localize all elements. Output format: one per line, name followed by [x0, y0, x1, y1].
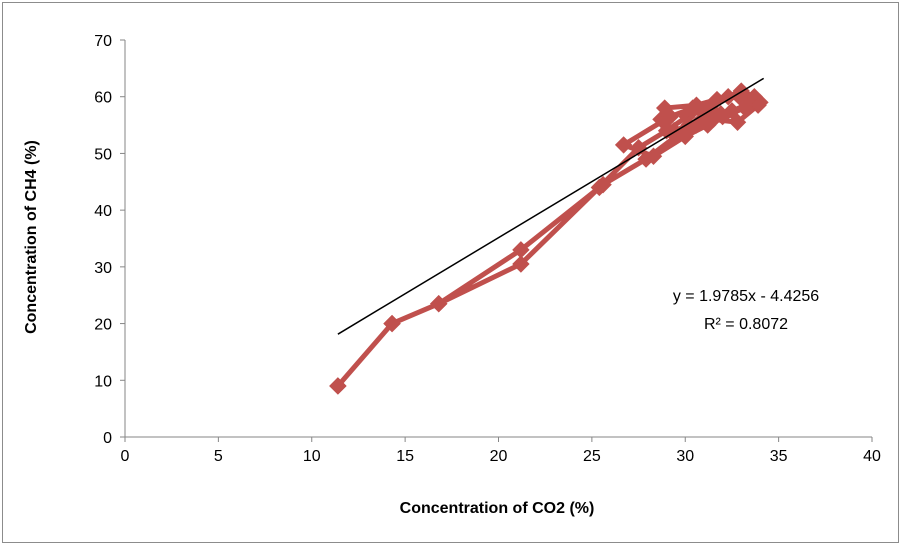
data-point-marker [512, 241, 530, 259]
data-point-marker [430, 295, 448, 313]
x-tick-label: 35 [770, 448, 788, 465]
data-point-marker [383, 314, 401, 333]
axis-ticks: 0 5 10 15 20 25 30 35 40 0 10 20 30 40 50 60 70 [94, 33, 881, 465]
data-point-marker [594, 175, 612, 194]
y-axis-title: Concentration of CH4 (%) [23, 140, 40, 334]
data-point-marker [749, 96, 767, 114]
x-tick-label: 30 [676, 448, 694, 465]
data-point-marker [637, 150, 655, 168]
x-tick-label: 25 [583, 448, 601, 465]
trendline-layer [337, 77, 765, 335]
data-point-marker [661, 107, 680, 126]
data-point-marker [712, 105, 730, 123]
series-1 [329, 82, 769, 395]
data-point-marker [329, 377, 347, 395]
x-tick-label: 10 [303, 448, 321, 465]
y-tick-label: 10 [94, 373, 112, 390]
data-point-marker [728, 113, 747, 131]
x-tick-label: 20 [490, 448, 508, 465]
trendline-r-squared: R² = 0.8072 [704, 316, 788, 333]
linear-trendline [337, 77, 765, 335]
series-line [335, 88, 763, 389]
data-point-marker [730, 88, 749, 106]
y-tick-label: 40 [94, 203, 112, 220]
y-tick-label: 20 [94, 317, 112, 334]
x-tick-label: 40 [863, 448, 881, 465]
y-tick-label: 60 [94, 90, 112, 107]
data-point-marker [614, 136, 633, 154]
x-tick-label: 5 [214, 448, 223, 465]
y-tick-label: 70 [94, 33, 112, 50]
x-tick-label: 15 [396, 448, 414, 465]
data-point-marker [512, 255, 530, 273]
x-tick-label: 0 [121, 448, 130, 465]
data-point-marker [684, 99, 702, 117]
y-tick-label: 50 [94, 146, 112, 163]
x-axis-title: Concentration of CO2 (%) [400, 500, 595, 517]
y-tick-label: 30 [94, 260, 112, 277]
trendline-equation: y = 1.9785x - 4.4256 [673, 288, 819, 305]
y-tick-label: 0 [103, 430, 112, 447]
